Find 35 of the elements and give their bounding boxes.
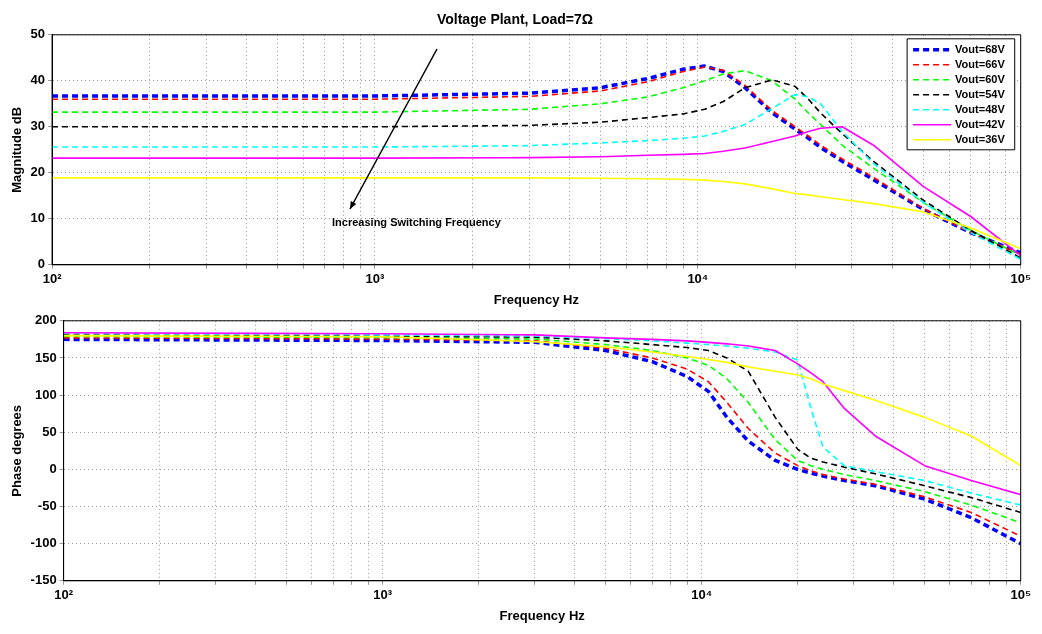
legend-label: Vout=48V — [955, 102, 1006, 115]
x-tick-label: 10² — [54, 587, 74, 603]
x-tick-label: 10² — [42, 271, 63, 287]
x-tick-label: 10⁵ — [1010, 271, 1032, 287]
x-tick-label: 10³ — [365, 271, 386, 287]
y-tick-label: 40 — [30, 72, 46, 88]
x-tick-label: 10⁴ — [687, 271, 709, 287]
y-tick-label: 0 — [37, 256, 46, 272]
legend-label: Vout=66V — [955, 57, 1006, 70]
y-tick-label: -150 — [30, 572, 57, 588]
y-tick-label: 30 — [30, 118, 46, 134]
legend-label: Vout=54V — [955, 87, 1006, 100]
x-tick-label: 10⁵ — [1010, 587, 1032, 603]
y-tick-label: 200 — [34, 312, 57, 328]
y-tick-label: 50 — [30, 26, 46, 42]
y-tick-label: 0 — [49, 460, 57, 476]
legend-label: Vout=68V — [955, 42, 1006, 55]
y-tick-label: -100 — [30, 535, 57, 551]
legend-label: Vout=42V — [955, 117, 1006, 130]
x-axis-title: Frequency Hz — [499, 607, 586, 623]
annotation: Increasing Switching Frequency — [332, 215, 502, 228]
y-tick-label: 10 — [30, 210, 46, 226]
legend-label: Vout=36V — [955, 132, 1006, 145]
chart-title: Voltage Plant, Load=7Ω — [436, 11, 594, 28]
y-axis-title: Magnitude dB — [9, 106, 25, 193]
y-axis-title: Phase degrees — [9, 404, 25, 497]
y-tick-label: 20 — [30, 164, 46, 180]
y-tick-label: -50 — [37, 498, 57, 514]
legend-label: Vout=60V — [955, 72, 1006, 85]
y-tick-label: 50 — [42, 423, 57, 439]
y-tick-label: 150 — [34, 349, 57, 365]
x-tick-label: 10⁴ — [691, 587, 713, 603]
y-tick-label: 100 — [34, 386, 57, 402]
x-tick-label: 10³ — [373, 587, 393, 603]
x-axis-title: Frequency Hz — [493, 291, 580, 307]
